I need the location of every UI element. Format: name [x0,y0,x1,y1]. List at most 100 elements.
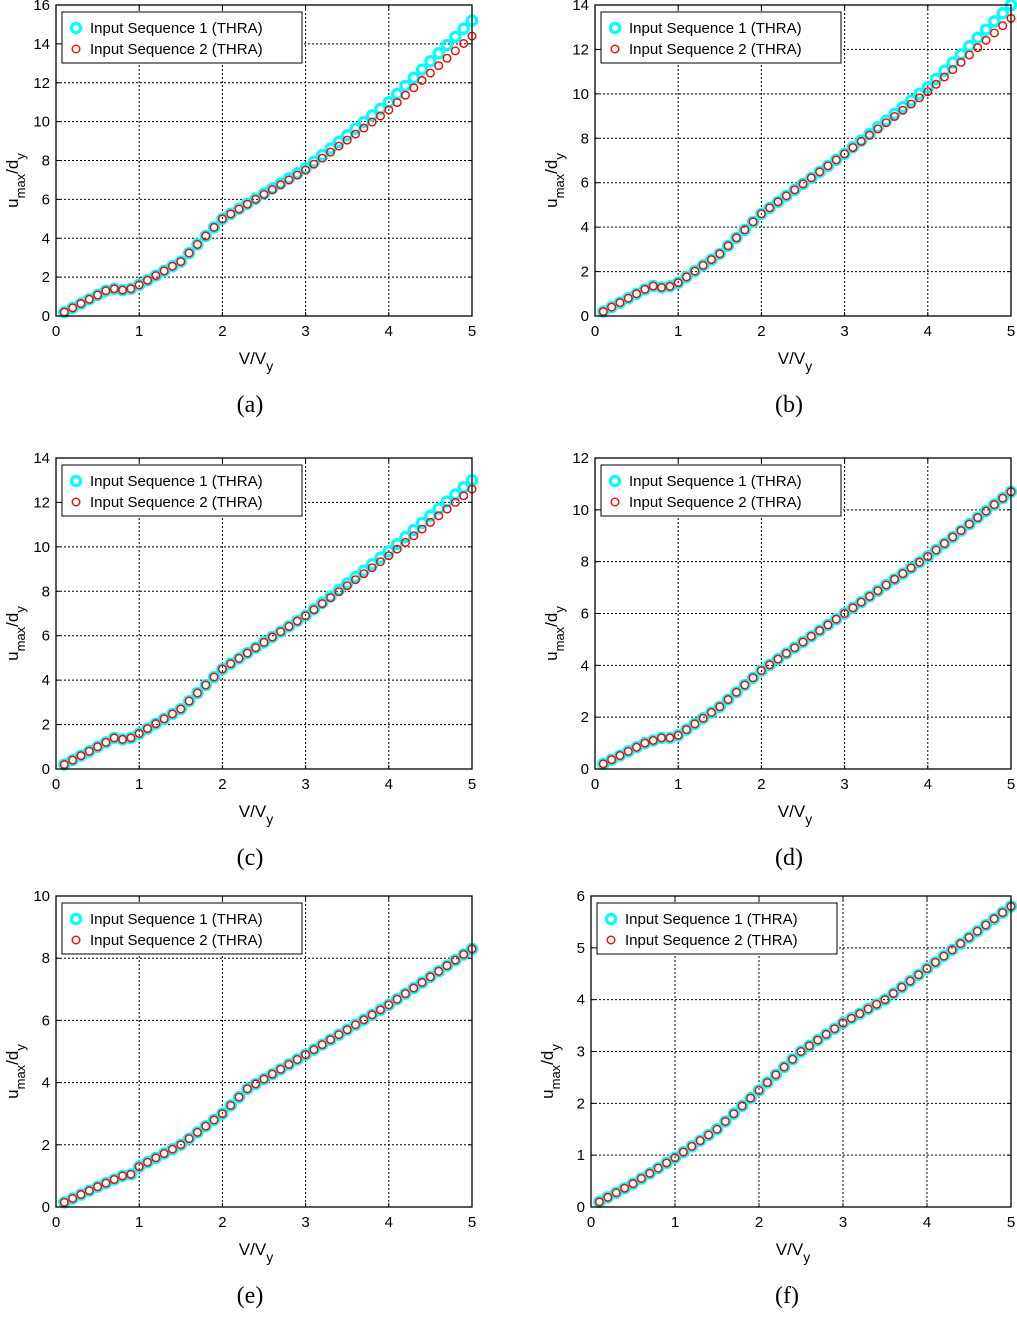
x-axis-label: V/Vy [239,1240,273,1265]
series-2-point [981,506,991,516]
series-1-point [432,47,445,60]
legend: Input Sequence 1 (THRA) Input Sequence 2 … [61,464,303,517]
series-2-point [657,282,667,292]
series-2-point [84,294,94,304]
series-2-point [923,87,933,97]
series-2-point [93,742,103,752]
series-1-points [597,485,1017,771]
series-2-point [59,1197,69,1207]
series-2-point [259,190,269,200]
series-2-point [76,1190,86,1200]
series-2-point [771,1070,781,1080]
series-2-point [632,289,642,299]
series-2-point [898,105,908,115]
legend-box [61,11,303,64]
series-2-point [259,1074,269,1084]
series-2-point [375,111,385,121]
series-2-point [126,284,136,294]
series-2-point [748,217,758,227]
legend-marker-series-2 [71,935,81,945]
y-tick-label: 4 [42,230,50,247]
series-1-point [761,1076,774,1089]
series-2-point [989,500,999,510]
series-1-point [846,601,860,614]
series-2-point [359,123,369,133]
series-2-point [134,728,144,738]
series-1-point [696,712,710,725]
series-2-point [93,290,103,300]
series-2-point [101,286,111,296]
series-2-point [409,983,419,993]
x-tick-label: 3 [301,1214,309,1231]
series-2-point [914,93,924,103]
series-2-points [598,487,1016,769]
series-2-point [670,1153,680,1163]
series-2-point [989,28,999,38]
y-tick-label: 8 [581,130,589,147]
series-2-point [662,1158,672,1168]
series-2-point [242,648,252,658]
series-2-point [888,988,898,998]
series-2-point [226,209,236,219]
series-2-point [998,21,1008,31]
series-2-point [754,1085,764,1095]
series-1-point [407,71,420,84]
series-1-point [954,524,968,537]
series-1-point [730,231,743,245]
series-1-point [755,664,768,677]
series-1-point [821,618,835,632]
series-2-point [176,704,186,714]
series-1-point [702,1128,715,1142]
x-tick-label: 1 [674,776,682,793]
series-2-point [873,124,883,134]
y-tick-label: 12 [33,494,50,511]
series-2-point [167,1144,177,1154]
series-2-point [831,614,841,624]
legend-label-series-1: Input Sequence 1 (THRA) [90,911,263,928]
legend: Input Sequence 1 (THRA) Input Sequence 2 … [600,464,842,517]
series-2-point [665,281,675,291]
series-2-point [930,957,940,967]
series-2-point [317,599,327,609]
series-2-point [806,631,816,641]
x-tick-label: 3 [301,776,309,793]
series-2-point [632,742,642,752]
series-1-point [713,247,727,260]
series-2-point [76,751,86,761]
series-2-point [392,98,402,108]
series-2-point [267,1069,277,1079]
series-1-point [207,221,221,234]
series-2-point [715,702,725,712]
series-1-point [696,259,710,272]
series-1-points [58,942,479,1209]
series-2-point [779,1062,789,1072]
series-1-point [199,1119,212,1133]
series-2-point [326,1035,336,1045]
series-2-point [409,531,419,541]
series-1-point [855,595,868,609]
series-2-point [607,302,617,312]
series-2-point [392,994,402,1004]
series-2-point [848,143,858,153]
series-2-point [417,75,427,85]
series-2-point [434,61,444,71]
series-2-point [964,932,974,942]
series-1-point [341,1023,354,1036]
series-1-point [730,686,743,699]
series-2-point [176,257,186,267]
series-1-point [962,931,976,944]
series-2-point [906,99,916,109]
series-1-point [738,223,751,237]
series-2-point [226,1100,236,1110]
series-1-point [672,276,685,289]
series-1-point [677,1145,690,1159]
series-2-point [242,199,252,209]
series-1-point [896,100,910,114]
x-tick-label: 5 [1007,323,1015,340]
series-2-point [292,1054,302,1064]
legend-label-series-1: Input Sequence 1 (THRA) [629,20,802,37]
series-2-point [881,118,891,128]
series-2-point [151,719,161,729]
series-1-point [721,239,735,253]
